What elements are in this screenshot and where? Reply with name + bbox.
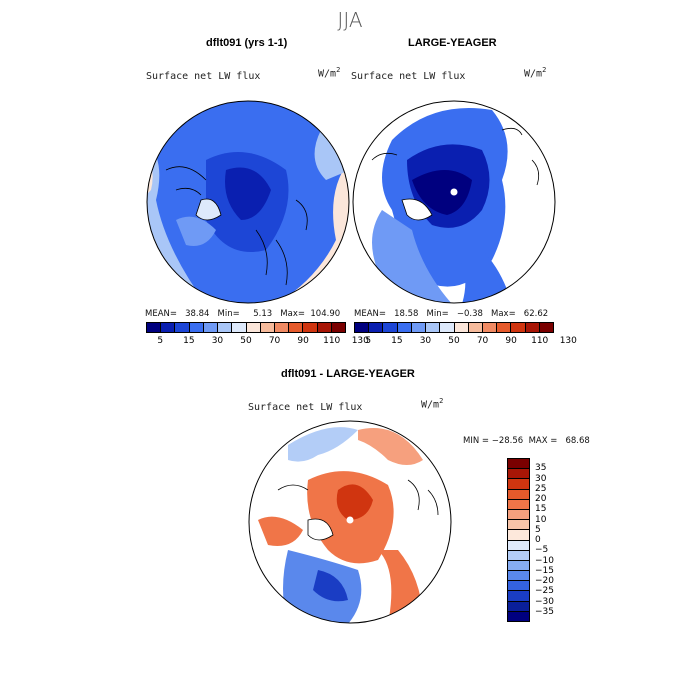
colorbar-tick-label: 30 bbox=[419, 336, 432, 346]
left-colorbar bbox=[146, 322, 346, 333]
right-panel-title: LARGE-YEAGER bbox=[408, 37, 497, 49]
colorbar-tick-label: 30 bbox=[535, 473, 547, 484]
colorbar-swatch bbox=[274, 323, 290, 332]
colorbar-tick-label: −35 bbox=[535, 606, 554, 617]
colorbar-swatch bbox=[189, 323, 204, 332]
colorbar-swatch bbox=[260, 323, 275, 332]
colorbar-swatch bbox=[508, 520, 529, 531]
colorbar-swatch bbox=[383, 323, 398, 332]
colorbar-swatch bbox=[508, 581, 529, 592]
right-colorbar-labels: 5 15 30 50 70 90 110 130 bbox=[354, 336, 576, 348]
season-title: JJA bbox=[337, 8, 363, 32]
left-panel-title: dflt091 (yrs 1-1) bbox=[206, 37, 288, 49]
colorbar-tick-label: 50 bbox=[448, 336, 460, 346]
right-units-label: W/m2 bbox=[524, 66, 547, 80]
diff-polar-map bbox=[248, 420, 452, 624]
colorbar-tick-label: 15 bbox=[391, 336, 403, 346]
colorbar-swatch bbox=[482, 323, 498, 332]
colorbar-tick-label: −30 bbox=[535, 596, 554, 607]
colorbar-swatch bbox=[355, 323, 370, 332]
colorbar-swatch bbox=[508, 611, 529, 621]
colorbar-tick-label: 10 bbox=[535, 514, 547, 525]
colorbar-swatch bbox=[397, 323, 412, 332]
colorbar-tick-label: 90 bbox=[505, 336, 517, 346]
diff-colorbar bbox=[507, 458, 530, 622]
colorbar-swatch bbox=[508, 560, 529, 572]
colorbar-swatch bbox=[508, 479, 529, 490]
colorbar-swatch bbox=[508, 591, 529, 602]
colorbar-swatch bbox=[511, 323, 526, 332]
colorbar-swatch bbox=[508, 489, 529, 500]
colorbar-swatch bbox=[508, 530, 529, 541]
left-variable-label: Surface net LW flux bbox=[146, 71, 261, 82]
colorbar-swatch bbox=[203, 323, 219, 332]
diff-units-label: W/m2 bbox=[421, 397, 444, 411]
colorbar-swatch bbox=[175, 323, 190, 332]
colorbar-swatch bbox=[426, 323, 441, 332]
colorbar-swatch bbox=[525, 323, 540, 332]
colorbar-tick-label: 50 bbox=[240, 336, 252, 346]
colorbar-tick-label: 90 bbox=[297, 336, 309, 346]
colorbar-swatch bbox=[331, 323, 346, 332]
colorbar-swatch bbox=[508, 509, 529, 521]
colorbar-swatch bbox=[289, 323, 304, 332]
colorbar-tick-label: −10 bbox=[535, 555, 554, 566]
colorbar-tick-label: 35 bbox=[535, 463, 547, 474]
colorbar-swatch bbox=[539, 323, 554, 332]
colorbar-tick-label: 15 bbox=[535, 504, 547, 515]
colorbar-tick-label: 70 bbox=[476, 336, 489, 346]
colorbar-tick-label: 20 bbox=[535, 494, 547, 504]
diff-panel-title: dflt091 - LARGE-YEAGER bbox=[281, 368, 415, 380]
colorbar-tick-label: 130 bbox=[351, 336, 369, 346]
colorbar-tick-label: −20 bbox=[535, 576, 554, 586]
right-polar-map bbox=[352, 100, 556, 304]
colorbar-swatch bbox=[369, 323, 384, 332]
colorbar-swatch bbox=[218, 323, 233, 332]
colorbar-tick-label: −5 bbox=[535, 545, 549, 556]
right-variable-label: Surface net LW flux bbox=[351, 71, 466, 82]
colorbar-swatch bbox=[508, 571, 529, 582]
colorbar-swatch bbox=[303, 323, 318, 332]
colorbar-swatch bbox=[246, 323, 261, 332]
left-stats: MEAN= 38.84 Min= 5.13 Max= 104.90 bbox=[145, 309, 341, 319]
diff-stats: MIN = −28.56 MAX = 68.68 bbox=[463, 436, 590, 446]
colorbar-tick-label: 110 bbox=[323, 336, 341, 346]
colorbar-swatch bbox=[508, 601, 529, 612]
colorbar-swatch bbox=[232, 323, 247, 332]
colorbar-tick-label: 130 bbox=[559, 336, 577, 346]
colorbar-tick-label: 15 bbox=[183, 336, 195, 346]
colorbar-swatch bbox=[411, 323, 427, 332]
colorbar-tick-label: 30 bbox=[211, 336, 224, 346]
right-stats: MEAN= 18.58 Min= −0.38 Max= 62.62 bbox=[354, 309, 549, 319]
left-colorbar-labels: 5 15 30 50 70 90 110 130 bbox=[146, 336, 368, 348]
colorbar-swatch bbox=[497, 323, 512, 332]
colorbar-tick-label: 5 bbox=[365, 336, 372, 346]
colorbar-tick-label: −15 bbox=[535, 565, 554, 576]
colorbar-tick-label: 5 bbox=[157, 336, 164, 346]
colorbar-swatch bbox=[508, 459, 529, 470]
colorbar-tick-label: 5 bbox=[535, 524, 541, 535]
colorbar-tick-label: 70 bbox=[268, 336, 281, 346]
colorbar-swatch bbox=[468, 323, 483, 332]
diff-colorbar-labels: 35 30 25 20 15 10 5 0 −5 −10 −15 −20 −25 −30 −35 bbox=[535, 458, 575, 622]
colorbar-tick-label: −25 bbox=[535, 586, 554, 597]
colorbar-tick-label: 0 bbox=[535, 535, 541, 545]
colorbar-tick-label: 110 bbox=[531, 336, 549, 346]
right-colorbar bbox=[354, 322, 554, 333]
colorbar-swatch bbox=[147, 323, 162, 332]
colorbar-swatch bbox=[508, 469, 529, 480]
left-units-label: W/m2 bbox=[318, 66, 341, 80]
left-polar-map bbox=[146, 100, 350, 304]
colorbar-swatch bbox=[508, 499, 529, 510]
colorbar-swatch bbox=[317, 323, 332, 332]
colorbar-tick-label: 25 bbox=[535, 483, 547, 494]
colorbar-swatch bbox=[454, 323, 469, 332]
diff-variable-label: Surface net LW flux bbox=[248, 402, 363, 413]
colorbar-swatch bbox=[508, 540, 529, 551]
colorbar-swatch bbox=[161, 323, 176, 332]
colorbar-swatch bbox=[440, 323, 455, 332]
colorbar-swatch bbox=[508, 550, 529, 561]
